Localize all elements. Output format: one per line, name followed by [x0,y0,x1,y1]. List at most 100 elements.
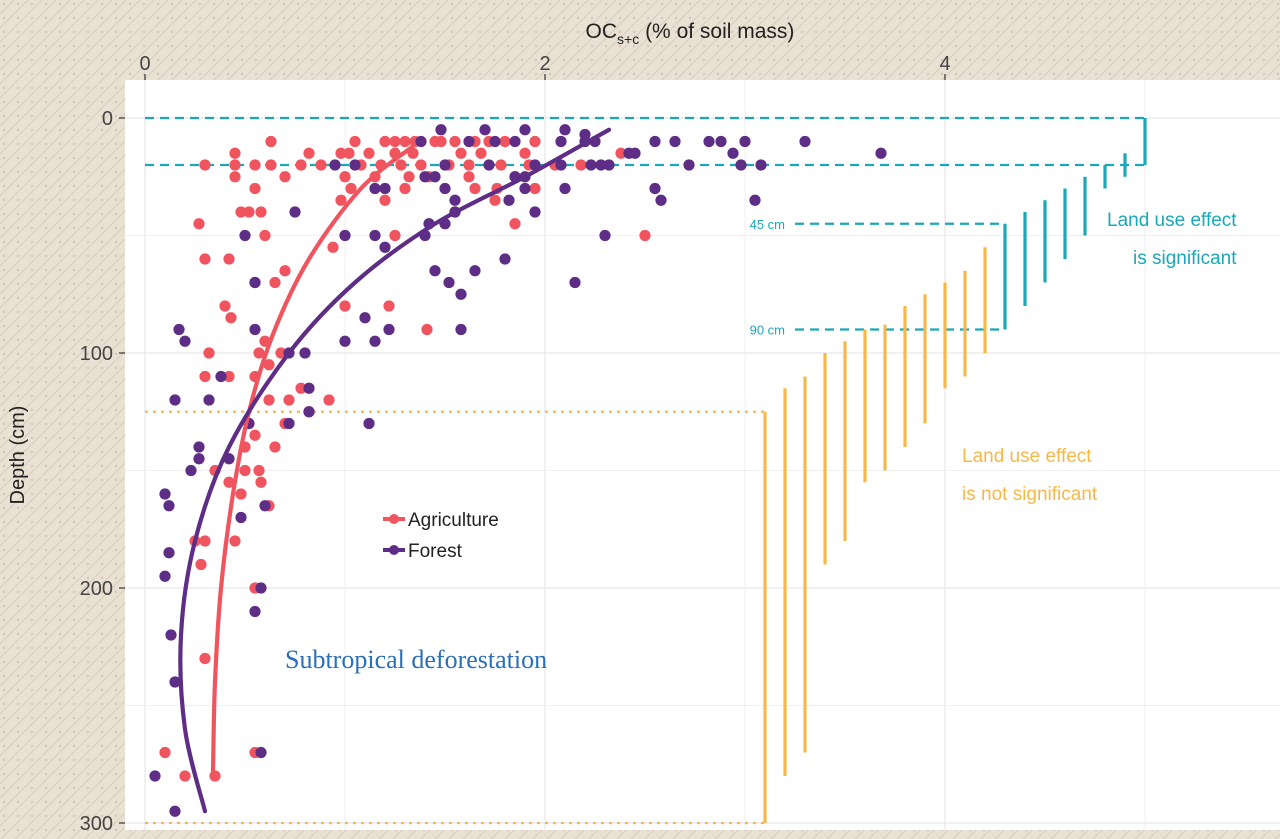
forest-point [519,124,531,136]
annotation-subtropical-deforestation: Subtropical deforestation [285,645,547,674]
agriculture-point [343,147,355,159]
forest-point [623,147,635,159]
agriculture-point [509,218,521,230]
agriculture-point [495,159,507,171]
agriculture-point [195,558,207,571]
forest-point [235,511,247,524]
agriculture-point [639,229,651,242]
forest-point [159,488,171,500]
forest-point [735,159,747,171]
agriculture-point [463,159,475,171]
agriculture-point [225,312,237,324]
agriculture-point [279,265,291,277]
agriculture-point [253,347,265,359]
agriculture-point [249,429,261,441]
x-axis-ticks: 0 2 4 [139,53,951,80]
depth-line-label: 45 cm [750,217,785,232]
agriculture-point [203,347,215,359]
agriculture-point [265,135,277,148]
agriculture-point [435,135,447,148]
agriculture-point [399,182,411,195]
agriculture-point [253,464,265,477]
agriculture-point [395,159,407,171]
y-tick-label: 200 [80,578,113,600]
forest-point [339,229,351,242]
agriculture-point [315,159,327,171]
agriculture-point [283,394,295,406]
agriculture-point [249,182,261,195]
forest-point [585,159,597,171]
forest-point [503,194,515,206]
agriculture-point [193,218,205,230]
forest-point [349,159,361,171]
agriculture-point [223,370,235,383]
y-tick-label: 0 [102,108,113,130]
forest-point [369,335,381,347]
data-points [149,124,887,817]
agriculture-point [259,229,271,242]
depth-line-label: 90 cm [750,323,785,338]
forest-point [703,135,715,148]
agriculture-point [403,171,415,183]
forest-point [449,194,461,206]
agriculture-point [263,394,275,406]
agriculture-point [345,182,357,195]
agriculture-point [159,746,171,759]
forest-point [683,159,695,171]
agriculture-point [489,194,501,206]
agriculture-point [229,159,241,171]
forest-point [289,206,301,218]
agriculture-point [199,652,211,665]
y-axis-ticks: 0 100 200 300 [80,108,125,835]
agriculture-point [265,159,277,171]
forest-point [875,147,887,159]
forest-point [415,135,427,148]
agriculture-point [475,147,487,159]
forest-point [439,159,451,171]
forest-point [463,135,475,148]
forest-point [483,159,495,171]
agriculture-point [199,159,211,171]
agriculture-point [519,147,531,159]
forest-point [239,229,251,242]
agriculture-point [529,135,541,148]
legend-agriculture-marker [389,514,399,524]
forest-point [429,265,441,277]
forest-point [359,312,371,324]
agriculture-point [575,159,587,171]
forest-point [363,417,375,430]
forest-point [383,323,395,336]
agriculture-point [399,135,411,148]
forest-point [499,253,511,265]
agriculture-point [469,182,481,195]
agriculture-point [199,370,211,383]
forest-fit-curve [178,127,612,814]
forest-point [509,135,521,148]
agriculture-point [303,147,315,159]
forest-point [379,241,391,253]
x-tick-label: 0 [139,53,150,75]
agriculture-point [415,159,427,171]
agriculture-point [455,147,467,159]
agriculture-point [499,135,511,148]
agriculture-point [263,359,275,371]
forest-point [369,182,381,195]
forest-point [303,382,315,394]
agriculture-point [295,159,307,171]
forest-point [595,159,607,171]
forest-point [519,182,531,195]
forest-point [203,394,215,406]
legend-forest-marker [389,545,399,555]
forest-point [555,159,567,171]
forest-point [259,500,271,512]
forest-point [165,629,177,641]
forest-point [649,135,661,148]
x-axis-title-subscript: s+c [617,31,639,47]
forest-point [185,464,197,477]
x-tick-label: 4 [939,53,950,75]
forest-point [169,394,181,406]
fitted-curves [178,127,612,814]
forest-point [193,453,205,465]
forest-point [299,347,311,359]
